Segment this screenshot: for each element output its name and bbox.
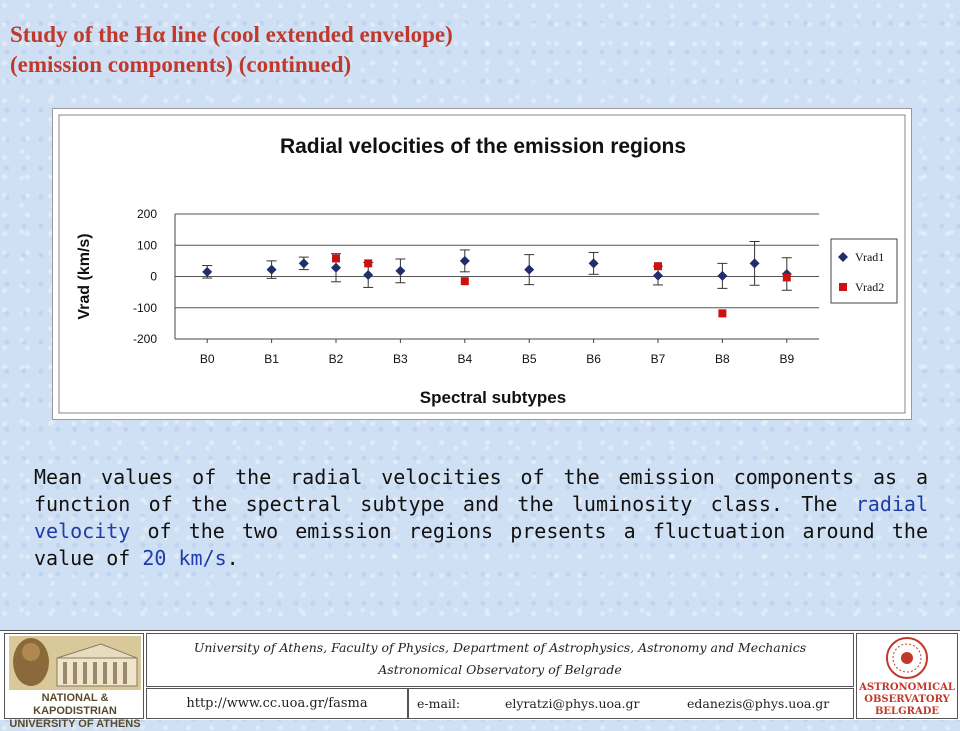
email-box: e-mail: elyratzi@phys.uoa.gr edanezis@ph…	[408, 688, 854, 719]
caption-text-2: of the two emission regions presents a f…	[34, 519, 928, 570]
data-point-vrad2-2	[460, 277, 469, 286]
y-tick-label-3: -100	[133, 301, 157, 315]
data-point-vrad1-9	[653, 270, 663, 281]
x-tick-label-9: B9	[779, 352, 794, 366]
legend-marker-vrad1	[838, 252, 848, 262]
data-point-vrad1-8	[588, 258, 599, 269]
data-point-vrad1-6	[459, 255, 470, 266]
university-building-icon	[9, 636, 141, 690]
affiliation-box: University of Athens, Faculty of Physics…	[146, 633, 854, 687]
observatory-seal-icon	[886, 637, 928, 679]
x-tick-label-4: B4	[457, 352, 472, 366]
x-tick-label-2: B2	[329, 352, 344, 366]
data-point-vrad1-0	[202, 266, 213, 277]
data-point-vrad2-1	[364, 259, 373, 268]
chart-title: Radial velocities of the emission region…	[280, 135, 686, 158]
x-tick-label-0: B0	[200, 352, 215, 366]
observatory-logo-text: ASTRONOMICAL OBSERVATORY BELGRADE	[857, 682, 957, 718]
email-link-2[interactable]: edanezis@phys.uoa.gr	[687, 696, 830, 711]
footer-bar: NATIONAL & KAPODISTRIAN UNIVERSITY OF AT…	[0, 630, 960, 730]
data-point-vrad1-2	[298, 258, 309, 269]
x-tick-label-3: B3	[393, 352, 408, 366]
y-tick-label-4: -200	[133, 332, 157, 346]
data-point-vrad2-0	[332, 254, 340, 263]
x-tick-label-6: B6	[586, 352, 601, 366]
belgrade-observatory-logo: ASTRONOMICAL OBSERVATORY BELGRADE	[856, 633, 958, 719]
email-link-1[interactable]: elyratzi@phys.uoa.gr	[505, 696, 640, 711]
data-point-vrad2-3	[654, 262, 662, 271]
data-point-vrad1-10	[717, 270, 728, 281]
legend-marker-vrad2	[839, 283, 847, 291]
x-axis-label: Spectral subtypes	[420, 388, 566, 407]
website-link[interactable]: http://www.cc.uoa.gr/fasma	[146, 688, 408, 719]
observatory-logo-line1: ASTRONOMICAL	[859, 682, 955, 693]
data-point-vrad1-5	[395, 265, 406, 276]
caption-text-3: .	[226, 546, 239, 570]
data-point-vrad1-11	[749, 258, 760, 269]
x-tick-label-8: B8	[715, 352, 730, 366]
email-label: e-mail:	[417, 696, 461, 711]
chart-panel: Radial velocities of the emission region…	[52, 108, 912, 420]
slide-title-line2: (emission components) (continued)	[10, 52, 352, 77]
observatory-logo-line3: BELGRADE	[874, 706, 939, 717]
radial-velocity-chart: Radial velocities of the emission region…	[58, 114, 906, 414]
university-logo-text: NATIONAL & KAPODISTRIAN UNIVERSITY OF AT…	[5, 692, 145, 731]
university-of-athens-logo: NATIONAL & KAPODISTRIAN UNIVERSITY OF AT…	[4, 633, 144, 730]
data-point-vrad2-4	[718, 309, 727, 318]
data-point-vrad2-5	[782, 273, 791, 282]
data-point-vrad1-3	[331, 262, 341, 273]
y-tick-label-0: 200	[137, 207, 157, 221]
x-tick-label-1: B1	[264, 352, 279, 366]
chart-border	[58, 114, 906, 414]
legend-label-vrad2: Vrad2	[855, 280, 884, 294]
data-point-vrad1-4	[363, 269, 374, 280]
legend-box	[830, 238, 898, 304]
slide-title-line1: Study of the Hα line (cool extended enve…	[10, 22, 453, 47]
y-tick-label-2: 0	[150, 270, 157, 284]
x-tick-label-5: B5	[522, 352, 537, 366]
caption-highlight-radial-velocity: radial velocity	[34, 492, 928, 543]
data-point-vrad1-1	[266, 264, 277, 275]
data-point-vrad1-7	[524, 264, 535, 275]
university-logo-line1: NATIONAL & KAPODISTRIAN	[33, 692, 117, 717]
legend-label-vrad1: Vrad1	[855, 250, 884, 264]
affiliation-line2: Astronomical Observatory of Belgrade	[378, 662, 622, 677]
caption-highlight-value: 20 km/s	[142, 546, 227, 570]
observatory-logo-line2: OBSERVATORY	[864, 694, 950, 705]
y-tick-label-1: 100	[137, 238, 157, 252]
x-tick-label-7: B7	[651, 352, 666, 366]
caption-text-1: Mean values of the radial velocities of …	[34, 465, 928, 516]
slide-title: Study of the Hα line (cool extended enve…	[10, 20, 910, 80]
y-axis-label: Vrad (km/s)	[76, 233, 93, 319]
affiliation-line1: University of Athens, Faculty of Physics…	[193, 640, 807, 655]
caption-paragraph: Mean values of the radial velocities of …	[34, 464, 928, 572]
